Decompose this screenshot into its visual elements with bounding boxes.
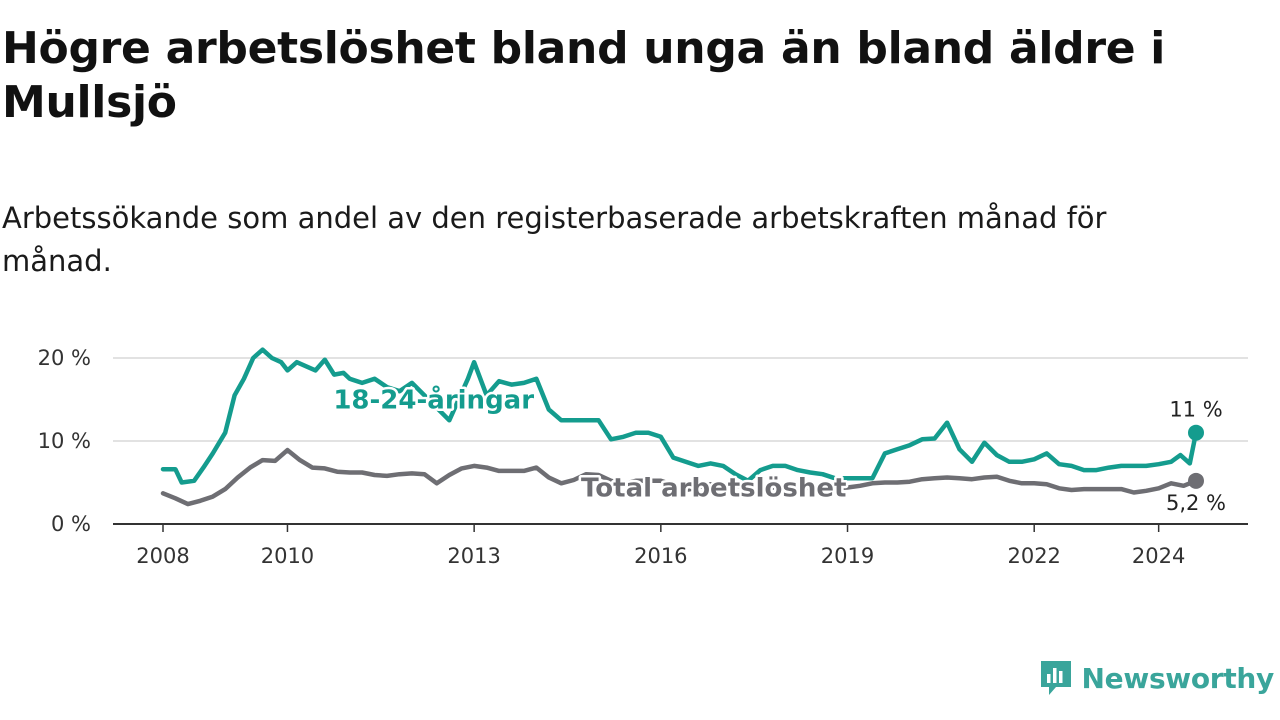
y-tick-label: 10 % [38, 429, 91, 453]
chart-subtitle: Arbetssökande som andel av den registerb… [2, 201, 1107, 278]
brand-logo[interactable]: Newsworthy [1038, 658, 1274, 698]
newsworthy-logo-icon [1040, 661, 1071, 695]
grid-lines [113, 357, 1248, 525]
end-value-label-youth: 11 % [1169, 398, 1222, 422]
x-tick-label: 2008 [136, 544, 189, 568]
chart-title: Högre arbetslöshet bland unga än bland ä… [2, 23, 1166, 128]
series-lines [160, 347, 1204, 507]
y-tick-label: 20 % [38, 346, 91, 370]
brand-name: Newsworthy [1081, 661, 1275, 695]
series-label: 18-24-åringar [333, 384, 534, 416]
x-tick-label: 2013 [447, 544, 500, 568]
x-tick-label: 2016 [634, 544, 687, 568]
x-tick-label: 2024 [1132, 544, 1185, 568]
series-labels: 18-24-åringar Total arbetslöshet 11 % 5,2 % [331, 381, 1226, 515]
series-label: Total arbetslöshet [581, 474, 846, 504]
x-tick-label: 2010 [261, 544, 314, 568]
axis-ticks: 0 % 10 % 20 % 2008 2010 2013 2016 2019 2022 2024 [38, 346, 1186, 568]
series-line-youth [160, 347, 1199, 485]
end-value-label-total: 5,2 % [1166, 491, 1226, 515]
series-line-total [160, 447, 1199, 507]
y-tick-label: 0 % [51, 512, 91, 536]
x-tick-label: 2019 [821, 544, 874, 568]
line-chart: 0 %10 %20 %2008 2010 2013 2016 2019 2022 2024 … [38, 346, 1248, 568]
x-tick-label: 2022 [1007, 544, 1060, 568]
end-point-total [1188, 472, 1204, 489]
end-point-youth [1188, 424, 1204, 441]
